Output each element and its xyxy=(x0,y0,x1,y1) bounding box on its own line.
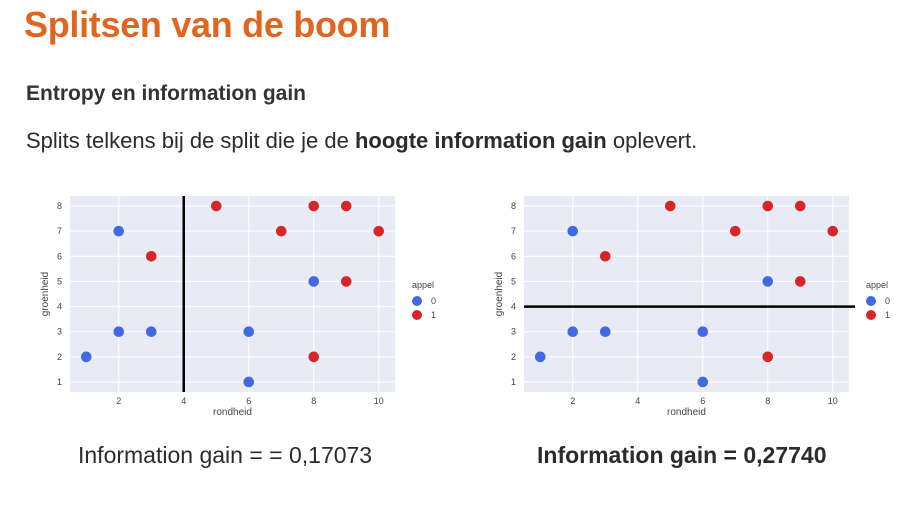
body-text: Splits telkens bij de split die je de ho… xyxy=(26,128,697,154)
data-point-class-0 xyxy=(243,326,255,337)
data-point-class-1 xyxy=(308,351,320,363)
y-tick-label: 5 xyxy=(511,276,516,286)
x-tick-label: 10 xyxy=(374,396,384,406)
y-tick-label: 4 xyxy=(57,302,62,312)
x-tick-label: 2 xyxy=(116,396,121,406)
legend-label-0: 0 xyxy=(885,296,890,306)
x-tick-label: 8 xyxy=(311,396,316,406)
y-tick-label: 8 xyxy=(511,201,516,211)
plot-area xyxy=(524,196,849,392)
y-axis-label: groenheid xyxy=(40,272,51,316)
slide-subtitle: Entropy en information gain xyxy=(26,82,307,105)
caption-right: Information gain = 0,27740 xyxy=(537,442,827,468)
data-point-class-0 xyxy=(567,225,579,237)
x-axis-label: rondheid xyxy=(667,407,706,415)
data-point-class-0 xyxy=(113,326,125,337)
legend-marker-0 xyxy=(866,296,876,306)
y-tick-label: 1 xyxy=(511,377,516,387)
data-point-class-1 xyxy=(762,200,774,212)
y-tick-label: 1 xyxy=(57,377,62,387)
data-point-class-0 xyxy=(145,326,157,337)
data-point-class-1 xyxy=(794,200,806,212)
data-point-class-0 xyxy=(243,376,255,388)
x-tick-label: 10 xyxy=(828,396,838,406)
data-point-class-1 xyxy=(664,200,676,212)
legend-label-0: 0 xyxy=(431,296,436,306)
data-point-class-1 xyxy=(373,225,385,237)
data-point-class-0 xyxy=(762,276,774,287)
y-tick-label: 7 xyxy=(511,226,516,236)
chart-left-container: 2 4 6 8 10 1 2 3 4 5 6 7 8 rondheid groenheid appel 0 1 xyxy=(30,190,450,420)
data-point-class-0 xyxy=(697,376,709,388)
x-tick-label: 2 xyxy=(570,396,575,406)
data-point-class-1 xyxy=(340,200,352,212)
data-point-class-1 xyxy=(794,276,806,287)
y-tick-label: 8 xyxy=(57,201,62,211)
data-point-class-1 xyxy=(762,351,774,363)
legend-label-1: 1 xyxy=(431,310,436,320)
y-tick-label: 2 xyxy=(511,352,516,362)
data-point-class-1 xyxy=(275,225,287,237)
y-tick-label: 3 xyxy=(57,327,62,337)
data-point-class-1 xyxy=(308,200,320,212)
x-tick-label: 4 xyxy=(181,396,186,406)
chart-right-container: 2 4 6 8 10 1 2 3 4 5 6 7 8 rondheid groenheid appel 0 1 xyxy=(484,190,904,420)
data-point-class-1 xyxy=(827,225,839,237)
y-tick-label: 5 xyxy=(57,276,62,286)
y-tick-label: 6 xyxy=(511,251,516,261)
legend-marker-1 xyxy=(866,310,876,320)
data-point-class-0 xyxy=(308,276,320,287)
legend-title: appel xyxy=(412,280,434,290)
y-tick-label: 6 xyxy=(57,251,62,261)
data-point-class-0 xyxy=(599,326,611,337)
data-point-class-1 xyxy=(145,251,157,262)
x-tick-label: 6 xyxy=(700,396,705,406)
x-tick-label: 6 xyxy=(246,396,251,406)
body-text-prefix: Splits telkens bij de split die je de xyxy=(26,128,355,153)
plot-area xyxy=(70,196,395,392)
x-tick-label: 8 xyxy=(765,396,770,406)
data-point-class-0 xyxy=(567,326,579,337)
y-tick-label: 3 xyxy=(511,327,516,337)
legend-marker-0 xyxy=(412,296,422,306)
data-point-class-1 xyxy=(210,200,222,212)
caption-left: Information gain = = 0,17073 xyxy=(78,442,373,468)
x-tick-label: 4 xyxy=(635,396,640,406)
body-text-bold: hoogte information gain xyxy=(354,128,607,153)
legend-title: appel xyxy=(866,280,888,290)
data-point-class-1 xyxy=(340,276,352,287)
slide-title: Splitsen van de boom xyxy=(24,4,391,45)
data-point-class-0 xyxy=(113,225,125,237)
x-axis-label: rondheid xyxy=(213,407,252,415)
data-point-class-0 xyxy=(534,351,546,363)
data-point-class-1 xyxy=(729,225,741,237)
y-tick-label: 7 xyxy=(57,226,62,236)
y-axis-label: groenheid xyxy=(494,272,505,316)
data-point-class-0 xyxy=(80,351,92,363)
data-point-class-1 xyxy=(599,251,611,262)
y-tick-label: 2 xyxy=(57,352,62,362)
body-text-suffix: oplevert. xyxy=(606,128,698,153)
data-point-class-0 xyxy=(697,326,709,337)
y-tick-label: 4 xyxy=(511,302,516,312)
legend-marker-1 xyxy=(412,310,422,320)
legend-label-1: 1 xyxy=(885,310,890,320)
